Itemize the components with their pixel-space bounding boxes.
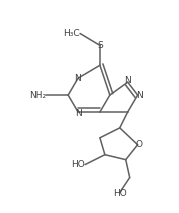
Text: O: O (136, 140, 143, 149)
Text: H₃C: H₃C (63, 29, 80, 38)
Text: N: N (75, 109, 81, 118)
Text: N: N (124, 76, 131, 85)
Text: S: S (97, 41, 103, 50)
Text: NH₂: NH₂ (29, 91, 46, 99)
Text: N: N (74, 74, 81, 83)
Text: HO: HO (113, 189, 127, 199)
Text: N: N (136, 91, 142, 99)
Text: HO: HO (71, 160, 85, 169)
